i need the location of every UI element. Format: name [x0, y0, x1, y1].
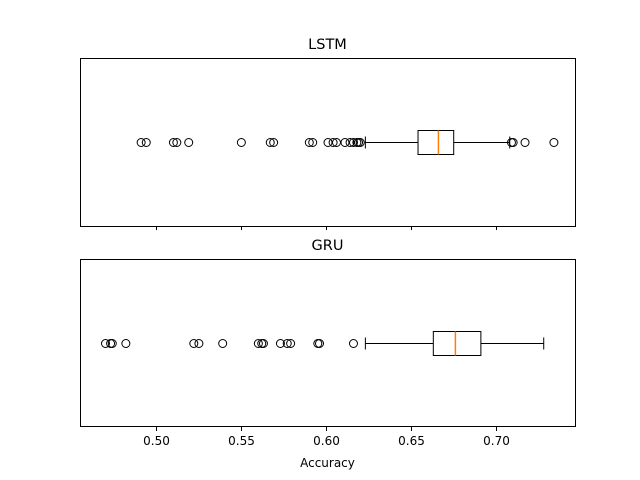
x-tick-label: 0.65	[398, 434, 425, 448]
gru-outlier-point	[282, 339, 292, 348]
gru-outlier-point	[218, 339, 228, 348]
lstm-outlier-point	[141, 138, 151, 147]
lstm-outlier-point	[184, 138, 194, 147]
lstm-outlier-point	[308, 138, 318, 147]
gru-outlier-point	[189, 339, 199, 348]
lstm-title: LSTM	[308, 37, 347, 53]
x-tick-label: 0.60	[313, 434, 340, 448]
lstm-box-marks	[136, 130, 559, 155]
lstm-outlier-point	[265, 138, 275, 147]
lstm-outlier-point	[168, 138, 178, 147]
gru-box-marks	[100, 331, 545, 356]
gru-outlier-point	[121, 339, 131, 348]
gru-iqr-box	[432, 331, 482, 356]
lstm-outlier-point	[549, 138, 559, 147]
lstm-outlier-point	[520, 138, 530, 147]
gru-outlier-point	[194, 339, 204, 348]
gru-outlier-point	[315, 339, 325, 348]
gru-panel: GRU 0.50 0.55 0.60 0.65 0.70	[80, 238, 576, 448]
lstm-outlier-point	[348, 138, 358, 147]
gru-outlier-point	[258, 339, 268, 348]
gru-outlier-point	[286, 339, 296, 348]
lstm-outlier-point	[236, 138, 246, 147]
x-tick-label: 0.55	[228, 434, 255, 448]
gru-outlier-point	[100, 339, 110, 348]
gru-outlier-point	[253, 339, 263, 348]
lstm-outlier-point	[328, 138, 338, 147]
gru-outlier-point	[348, 339, 358, 348]
gru-outlier-point	[107, 339, 117, 348]
gru-x-ticks: 0.50 0.55 0.60 0.65 0.70	[143, 427, 510, 448]
x-tick-label: 0.70	[483, 434, 510, 448]
lstm-outlier-point	[355, 138, 365, 147]
x-axis-label: Accuracy	[300, 456, 355, 470]
gru-outlier-point	[275, 339, 285, 348]
lstm-outlier-point	[269, 138, 279, 147]
gru-title: GRU	[312, 238, 344, 254]
lstm-outlier-point	[304, 138, 314, 147]
lstm-outlier-point	[508, 138, 518, 147]
x-tick-label: 0.50	[143, 434, 170, 448]
lstm-axes-frame	[80, 58, 576, 227]
lstm-outlier-point	[136, 138, 146, 147]
lstm-iqr-box	[417, 130, 455, 155]
lstm-outlier-point	[172, 138, 182, 147]
gru-axes-frame	[80, 259, 576, 427]
lstm-panel: LSTM	[80, 37, 576, 230]
lstm-x-ticks	[156, 226, 497, 230]
